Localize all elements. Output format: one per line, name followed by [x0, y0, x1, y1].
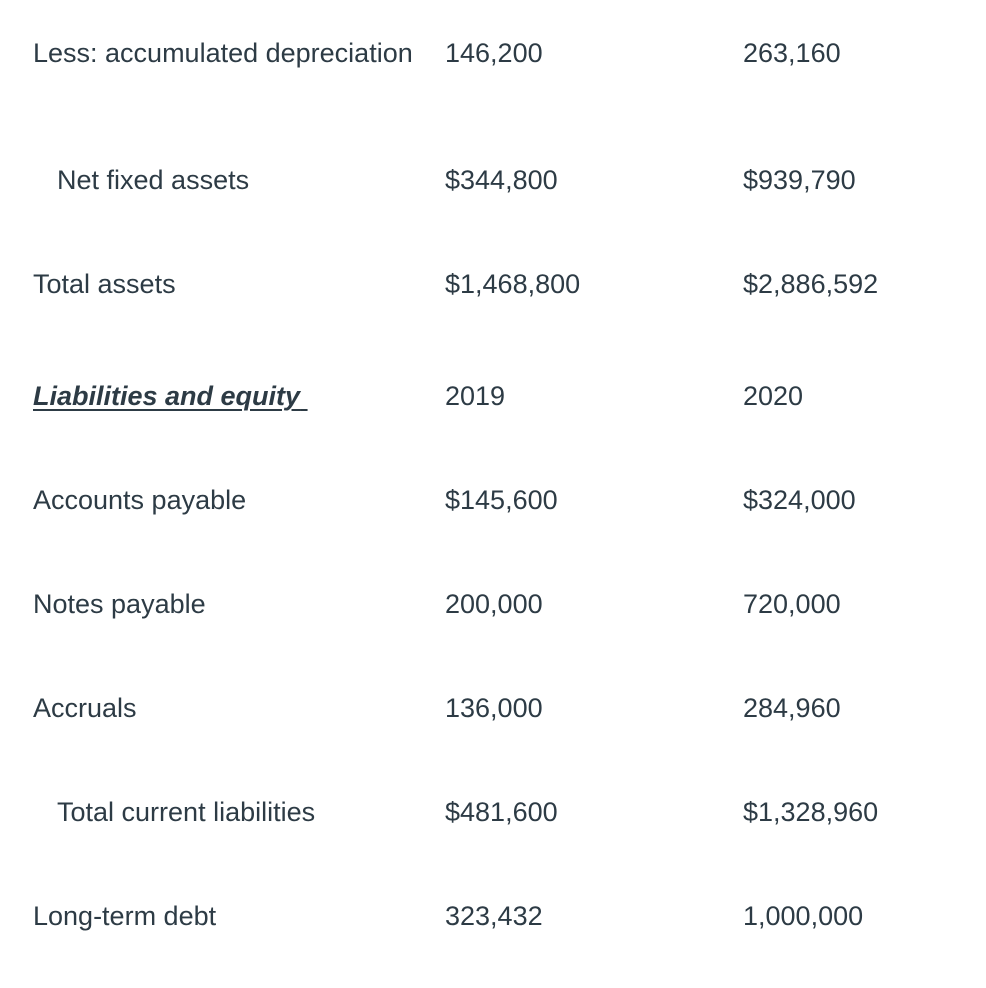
row-label: Long-term debt [33, 901, 217, 931]
cell-2020: $1,328,960 [743, 797, 879, 827]
cell-2020: 720,000 [743, 589, 841, 619]
cell-2020: 284,960 [743, 693, 841, 723]
cell-2020: $324,000 [743, 485, 856, 515]
table-row-total-assets: Total assets $1,468,800 $2,886,592 [0, 232, 986, 336]
cell-2020: 263,160 [743, 38, 841, 68]
cell-2019: $145,600 [445, 485, 558, 515]
row-label: Total assets [33, 269, 176, 299]
year-header-2020: 2020 [743, 381, 804, 411]
table-row-net-fixed-assets: Net fixed assets $344,800 $939,790 [0, 128, 986, 232]
table-row-accumulated-depreciation: Less: accumulated depreciation 146,200 2… [0, 1, 986, 105]
cell-2019: 200,000 [445, 589, 543, 619]
cell-2019: 146,200 [445, 38, 543, 68]
section-heading-row-liabilities-and-equity: Liabilities and equity 2019 2020 [0, 344, 986, 448]
cell-2020: 1,000,000 [743, 901, 864, 931]
table-row-long-term-debt: Long-term debt 323,432 1,000,000 [0, 864, 986, 968]
row-label: Accruals [33, 693, 137, 723]
year-header-2019: 2019 [445, 381, 506, 411]
table-row-total-current-liabilities: Total current liabilities $481,600 $1,32… [0, 760, 986, 864]
cell-2019: $344,800 [445, 165, 558, 195]
cell-2020: $939,790 [743, 165, 856, 195]
table-row-accounts-payable: Accounts payable $145,600 $324,000 [0, 448, 986, 552]
cell-2019: $1,468,800 [445, 269, 581, 299]
cell-2019: 323,432 [445, 901, 543, 931]
row-label: Less: accumulated depreciation [33, 38, 413, 68]
section-heading: Liabilities and equity [33, 372, 445, 420]
cell-2019: $481,600 [445, 797, 558, 827]
section-heading-text: Liabilities and equity [33, 381, 301, 411]
table-row-notes-payable: Notes payable 200,000 720,000 [0, 552, 986, 656]
row-label: Total current liabilities [57, 797, 316, 827]
row-label: Accounts payable [33, 485, 247, 515]
row-label: Net fixed assets [57, 165, 250, 195]
row-label: Notes payable [33, 589, 206, 619]
cell-2020: $2,886,592 [743, 269, 879, 299]
cell-2019: 136,000 [445, 693, 543, 723]
balance-sheet-table: Less: accumulated depreciation 146,200 2… [0, 1, 986, 968]
table-row-accruals: Accruals 136,000 284,960 [0, 656, 986, 760]
